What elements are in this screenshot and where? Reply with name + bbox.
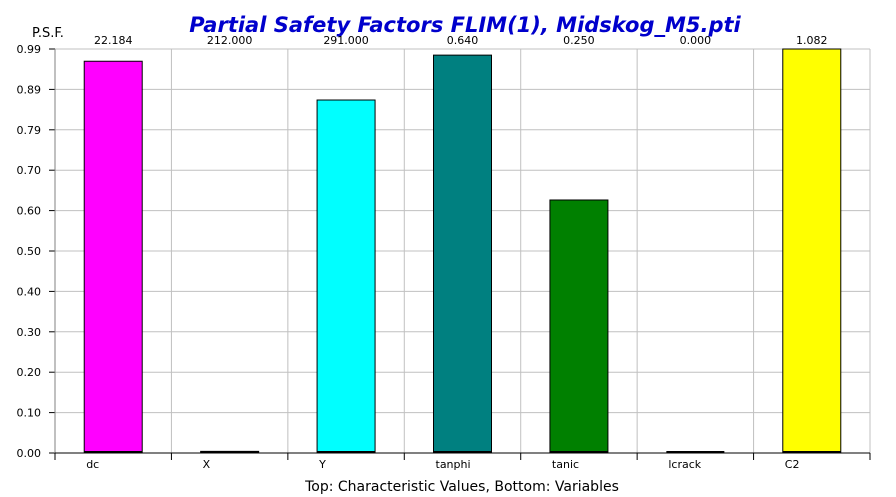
category-label: tanphi (436, 458, 471, 471)
y-tick-label: 0.40 (17, 285, 42, 298)
y-tick-label: 0.99 (17, 43, 42, 56)
tick-labels: 0.00 0.10 0.20 0.30 0.40 0.50 0.60 0.70 0.79 0.89… (17, 34, 828, 471)
characteristic-value-label: 291.000 (323, 34, 369, 47)
characteristic-value-label: 22.184 (94, 34, 133, 47)
y-tick-label: 0.79 (17, 124, 42, 137)
category-label: lcrack (668, 458, 701, 471)
y-tick-label: 0.10 (17, 407, 42, 420)
characteristic-value-label: 0.000 (680, 34, 712, 47)
y-tick-label: 0.70 (17, 164, 42, 177)
bar-tanphi (433, 54, 492, 454)
characteristic-value-label: 0.250 (563, 34, 595, 47)
x-axis-label: Top: Characteristic Values, Bottom: Vari… (304, 479, 619, 495)
bar-Y (316, 99, 376, 454)
y-axis-label: P.S.F. (32, 26, 64, 41)
category-label: X (203, 458, 211, 471)
bar-C2 (782, 48, 842, 454)
bar-dc (83, 60, 143, 454)
bars (83, 48, 842, 454)
y-tick-label: 0.00 (17, 447, 42, 460)
characteristic-value-label: 212.000 (207, 34, 253, 47)
bar-tanic (549, 199, 609, 454)
category-label: Y (318, 458, 326, 471)
y-tick-label: 0.50 (17, 245, 42, 258)
category-label: C2 (785, 458, 800, 471)
y-tick-label: 0.30 (17, 326, 42, 339)
y-tick-label: 0.89 (17, 83, 42, 96)
y-tick-label: 0.20 (17, 366, 42, 379)
characteristic-value-label: 0.640 (447, 34, 479, 47)
y-tick-label: 0.60 (17, 205, 42, 218)
category-label: tanic (552, 458, 579, 471)
chart-title: Partial Safety Factors FLIM(1), Midskog_… (189, 13, 741, 37)
category-label: dc (86, 458, 99, 471)
axes (49, 48, 871, 460)
characteristic-value-label: 1.082 (796, 34, 828, 47)
